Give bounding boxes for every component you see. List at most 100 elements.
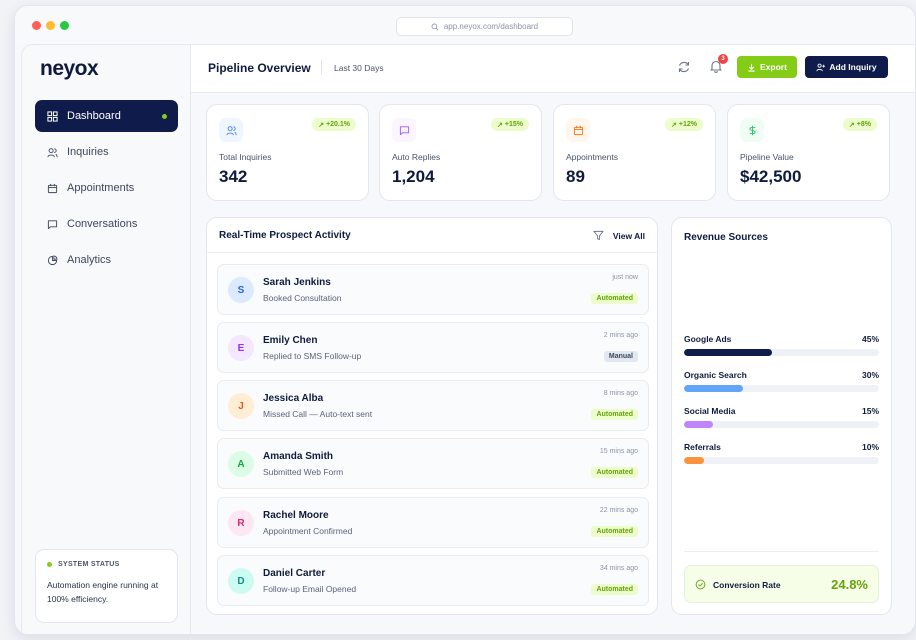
header: Pipeline Overview Last 30 Days 3 Export … xyxy=(191,45,915,93)
timestamp: 34 mins ago xyxy=(599,565,638,572)
title-bar: app.neyox.com/dashboard xyxy=(15,6,915,44)
source-label: Google Ads xyxy=(684,334,732,344)
list-item[interactable]: A Amanda Smith Submitted Web Form 15 min… xyxy=(217,438,649,489)
sidebar-item-conversations[interactable]: Conversations xyxy=(35,208,178,240)
status-badge: Automated xyxy=(591,467,638,478)
chat-icon xyxy=(47,219,58,229)
dollar-icon xyxy=(748,125,756,135)
bell-icon[interactable] xyxy=(709,59,723,73)
close-window-button[interactable] xyxy=(32,21,41,30)
sidebar-item-label: Conversations xyxy=(67,218,138,230)
notification-badge: 3 xyxy=(718,54,728,64)
sidebar-item-label: Dashboard xyxy=(67,110,121,122)
page-title: Pipeline Overview xyxy=(208,61,311,75)
change-badge: ↗ +15% xyxy=(491,118,529,131)
status-title: SYSTEM STATUS xyxy=(58,561,120,568)
url-text: app.neyox.com/dashboard xyxy=(443,22,539,31)
stat-card-total-inquiries: ↗ +20.1% Total Inquiries 342 xyxy=(206,104,369,201)
main-content: Pipeline Overview Last 30 Days 3 Export … xyxy=(191,44,915,634)
avatar: S xyxy=(228,277,254,303)
prospect-name: Sarah Jenkins xyxy=(263,277,331,288)
status-badge: Automated xyxy=(591,526,638,537)
stat-value: 342 xyxy=(219,167,248,186)
sidebar-item-appointments[interactable]: Appointments xyxy=(35,172,178,204)
minimize-window-button[interactable] xyxy=(46,21,55,30)
progress-track xyxy=(684,349,879,356)
list-item[interactable]: S Sarah Jenkins Booked Consultation just… xyxy=(217,264,649,315)
timestamp: just now xyxy=(612,274,638,281)
revenue-source-google-ads: Google Ads 45% xyxy=(684,334,879,362)
progress-fill xyxy=(684,349,772,356)
trend-up-icon: ↗ xyxy=(671,121,677,129)
status-badge: Automated xyxy=(591,409,638,420)
progress-fill xyxy=(684,421,714,428)
trend-up-icon: ↗ xyxy=(497,121,503,129)
active-indicator xyxy=(162,113,167,119)
add-user-icon xyxy=(816,63,826,71)
panel-title: Revenue Sources xyxy=(684,232,768,243)
add-inquiry-button[interactable]: Add Inquiry xyxy=(805,56,888,78)
trend-up-icon: ↗ xyxy=(848,121,855,129)
filter-icon[interactable] xyxy=(593,230,604,241)
users-icon xyxy=(225,125,237,135)
prospect-name: Amanda Smith xyxy=(263,451,334,462)
list-item[interactable]: J Jessica Alba Missed Call — Auto-text s… xyxy=(217,380,649,431)
trend-up-icon: ↗ xyxy=(318,121,325,129)
list-item[interactable]: E Emily Chen Replied to SMS Follow-up 2 … xyxy=(217,322,649,373)
avatar: D xyxy=(228,568,254,594)
sidebar-item-label: Appointments xyxy=(67,182,135,194)
revenue-sources-panel: Revenue Sources Google Ads 45% Organic S… xyxy=(671,217,892,615)
list-item[interactable]: D Daniel Carter Follow-up Email Opened 3… xyxy=(217,555,649,606)
change-badge: ↗ +12% xyxy=(665,118,703,131)
stat-card-pipeline-value: ↗ +8% Pipeline Value $42,500 xyxy=(727,104,890,201)
activity-description: Booked Consultation xyxy=(263,293,342,303)
list-item[interactable]: R Rachel Moore Appointment Confirmed 22 … xyxy=(217,497,649,548)
sidebar-item-dashboard[interactable]: Dashboard xyxy=(35,100,178,132)
stat-label: Auto Replies xyxy=(392,152,441,162)
sidebar-item-analytics[interactable]: Analytics xyxy=(35,244,178,276)
browser-window: app.neyox.com/dashboard neyox Dashboard … xyxy=(14,5,916,635)
timestamp: 15 mins ago xyxy=(599,448,638,455)
status-text: Automation engine running at 100% effici… xyxy=(47,580,159,604)
check-circle-icon xyxy=(695,579,706,590)
export-button[interactable]: Export xyxy=(737,56,797,78)
users-icon xyxy=(47,147,58,157)
progress-fill xyxy=(684,385,743,392)
progress-track xyxy=(684,385,879,392)
download-icon xyxy=(748,63,755,72)
revenue-source-organic-search: Organic Search 30% xyxy=(684,370,879,398)
prospect-name: Rachel Moore xyxy=(263,510,329,521)
chat-icon xyxy=(399,125,409,135)
sidebar: neyox Dashboard Inquiries Appointments C… xyxy=(21,44,191,634)
activity-description: Submitted Web Form xyxy=(263,467,344,477)
activity-description: Missed Call — Auto-text sent xyxy=(263,409,373,419)
conversion-value: 24.8% xyxy=(831,577,868,592)
stat-card-auto-replies: ↗ +15% Auto Replies 1,204 xyxy=(379,104,542,201)
stat-label: Pipeline Value xyxy=(740,152,794,162)
conversion-label: Conversion Rate xyxy=(713,580,781,590)
date-range[interactable]: Last 30 Days xyxy=(334,63,384,73)
divider xyxy=(321,60,322,75)
timestamp: 22 mins ago xyxy=(599,507,638,514)
activity-description: Appointment Confirmed xyxy=(263,526,353,536)
stat-value: 89 xyxy=(566,167,585,186)
avatar: E xyxy=(228,335,254,361)
change-badge: ↗ +20.1% xyxy=(312,118,356,131)
stat-label: Appointments xyxy=(566,152,618,162)
sidebar-item-inquiries[interactable]: Inquiries xyxy=(35,136,178,168)
prospect-name: Daniel Carter xyxy=(263,568,326,579)
address-bar[interactable]: app.neyox.com/dashboard xyxy=(396,17,573,36)
status-badge: Automated xyxy=(591,584,638,595)
status-dot xyxy=(47,562,52,567)
source-percent: 15% xyxy=(861,406,879,416)
prospect-name: Emily Chen xyxy=(263,335,318,346)
revenue-source-referrals: Referrals 10% xyxy=(684,442,879,470)
progress-track xyxy=(684,421,879,428)
refresh-icon[interactable] xyxy=(677,60,691,74)
logo: neyox xyxy=(40,57,99,80)
prospect-name: Jessica Alba xyxy=(263,393,324,404)
maximize-window-button[interactable] xyxy=(60,21,69,30)
view-all-link[interactable]: View All xyxy=(612,231,645,241)
stat-value: $42,500 xyxy=(740,167,802,186)
pie-chart-icon xyxy=(47,254,58,265)
